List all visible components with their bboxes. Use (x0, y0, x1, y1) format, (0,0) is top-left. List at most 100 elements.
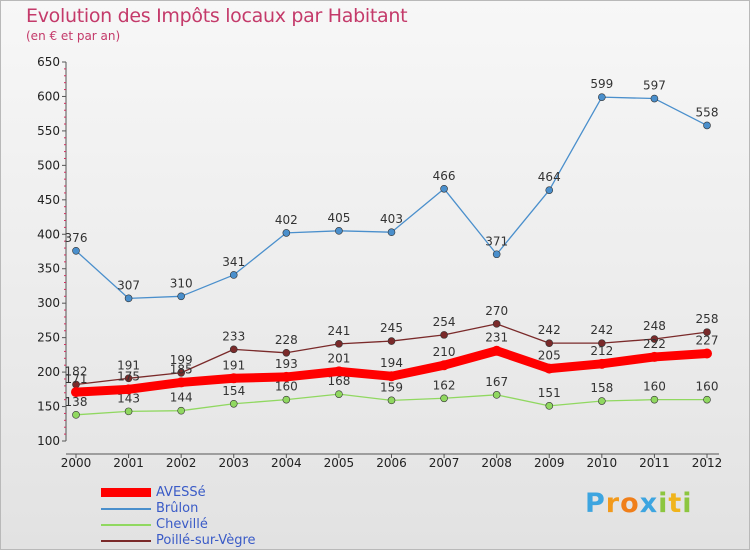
data-label: 371 (485, 234, 508, 248)
data-point (703, 328, 711, 336)
chart-subtitle: (en € et par an) (26, 29, 121, 43)
proxiti-logo: Proxiti (585, 488, 693, 519)
data-point (228, 373, 239, 384)
data-label: 160 (275, 380, 298, 394)
data-label: 405 (327, 211, 350, 225)
logo-letter: i (658, 488, 669, 519)
data-label: 160 (643, 380, 666, 394)
data-label: 185 (170, 362, 193, 376)
data-label: 254 (433, 315, 456, 329)
data-point (229, 399, 238, 408)
legend-label: Poillé-sur-Vègre (156, 533, 256, 548)
data-point (703, 395, 711, 404)
data-label: 270 (485, 304, 508, 318)
data-label: 167 (485, 375, 508, 389)
data-label: 341 (222, 255, 245, 269)
legend-swatch (101, 524, 151, 526)
legend-item: Chevillé (101, 517, 341, 533)
data-label: 376 (65, 231, 88, 245)
data-label: 464 (538, 170, 561, 184)
data-label: 307 (117, 278, 140, 292)
chart-title: Evolution des Impôts locaux par Habitant (26, 5, 408, 27)
data-point (335, 227, 343, 235)
x-tick-label: 2009 (534, 456, 565, 470)
data-label: 194 (380, 356, 403, 370)
data-label: 597 (643, 79, 666, 93)
y-tick-label: 200 (37, 365, 60, 379)
data-label: 242 (590, 323, 613, 337)
data-point (702, 348, 712, 359)
logo-letter: P (585, 488, 606, 519)
data-label: 258 (696, 312, 719, 326)
data-label: 231 (485, 331, 508, 345)
data-label: 558 (696, 105, 719, 119)
data-label: 171 (65, 372, 88, 386)
data-point (703, 121, 711, 130)
legend-item: Poillé-sur-Vègre (101, 533, 341, 549)
data-point (282, 395, 291, 404)
x-tick-label: 2002 (166, 456, 197, 470)
legend-swatch (101, 540, 151, 542)
data-point (229, 271, 238, 279)
logo-letter: o (620, 488, 640, 519)
data-label: 144 (170, 391, 193, 405)
data-point (650, 335, 659, 343)
data-point (440, 184, 448, 193)
data-label: 201 (327, 351, 350, 365)
data-point (545, 186, 554, 194)
data-point (72, 411, 80, 419)
data-point (387, 337, 396, 345)
data-point (335, 340, 343, 348)
data-point (545, 402, 554, 410)
data-point (281, 371, 292, 382)
logo-letter: i (682, 488, 693, 519)
data-point (177, 368, 185, 377)
y-tick-label: 350 (37, 262, 60, 276)
data-point (492, 320, 501, 328)
data-point (387, 396, 396, 405)
data-point (598, 397, 606, 405)
legend-item: AVESSé (101, 485, 341, 501)
legend-label: Chevillé (156, 517, 208, 532)
data-point (177, 406, 185, 415)
data-label: 245 (380, 321, 403, 335)
x-tick-label: 2008 (481, 456, 512, 470)
data-label: 241 (327, 324, 350, 338)
data-point (440, 394, 448, 403)
y-tick-label: 550 (37, 124, 60, 138)
data-label: 191 (117, 358, 140, 372)
data-point (282, 229, 291, 237)
data-point (386, 371, 397, 382)
data-point (598, 339, 606, 347)
data-label: 599 (590, 77, 613, 91)
y-tick-label: 400 (37, 227, 60, 241)
logo-letter: x (639, 488, 659, 519)
x-tick-label: 2011 (639, 456, 670, 470)
legend-swatch (101, 488, 151, 497)
data-point (229, 345, 238, 354)
data-point (282, 348, 291, 357)
y-tick-label: 650 (37, 55, 60, 69)
legend-swatch (101, 508, 151, 510)
data-label: 160 (696, 380, 719, 394)
data-point (440, 331, 448, 339)
legend-label: Brûlon (156, 501, 199, 516)
x-tick-label: 2006 (376, 456, 407, 470)
data-label: 227 (696, 333, 719, 347)
x-tick-label: 2001 (113, 456, 144, 470)
data-point (649, 351, 660, 362)
data-label: 154 (222, 384, 245, 398)
data-label: 310 (170, 276, 193, 290)
data-point (650, 395, 659, 404)
data-point (176, 377, 187, 388)
y-tick-label: 450 (37, 193, 60, 207)
data-label: 175 (117, 369, 140, 383)
data-label: 242 (538, 323, 561, 337)
data-label: 466 (433, 169, 456, 183)
logo-letter: r (605, 488, 621, 519)
data-point (598, 93, 606, 101)
data-point (124, 407, 133, 416)
y-tick-label: 150 (37, 400, 60, 414)
